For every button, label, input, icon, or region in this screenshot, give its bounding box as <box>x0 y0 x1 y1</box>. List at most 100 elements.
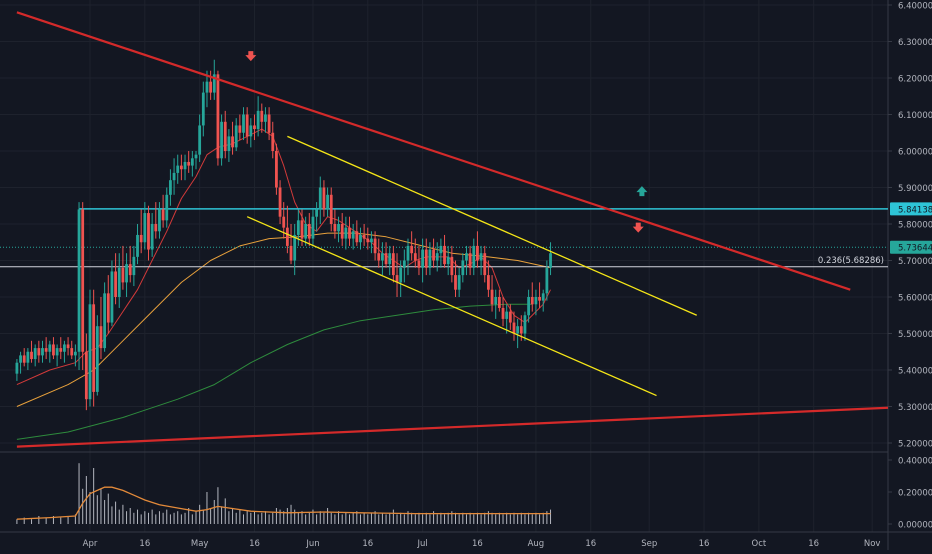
candle <box>399 260 403 297</box>
candle <box>147 205 150 261</box>
candle <box>534 289 538 316</box>
candle <box>52 337 55 360</box>
candle <box>432 238 435 268</box>
candle <box>340 213 344 246</box>
candle-body <box>22 355 26 363</box>
candle-body <box>538 297 541 301</box>
candle <box>494 289 498 319</box>
candle <box>99 297 103 360</box>
candle-body <box>487 275 490 290</box>
candle-body <box>136 234 139 257</box>
candle-body <box>52 344 55 356</box>
candle-body <box>275 151 278 188</box>
candle-body <box>154 224 158 232</box>
candle-body <box>179 165 183 170</box>
candle-body <box>359 234 362 243</box>
candle-body <box>439 245 443 254</box>
candle-body <box>410 245 414 254</box>
candle-body <box>395 275 399 283</box>
candle-body <box>125 264 128 283</box>
candle-body <box>391 253 395 276</box>
candle <box>479 245 483 276</box>
candle <box>501 297 505 327</box>
candle <box>205 70 209 108</box>
candle <box>48 340 52 363</box>
candle <box>289 224 293 265</box>
candle <box>435 242 439 272</box>
candle-body <box>304 224 308 239</box>
candle <box>516 318 520 349</box>
candle <box>158 202 161 239</box>
candle-body <box>59 348 63 352</box>
candle <box>220 114 223 166</box>
candle <box>190 151 194 177</box>
candle-body <box>158 209 161 232</box>
candle <box>424 238 428 276</box>
candle <box>472 238 476 276</box>
candle-body <box>417 260 421 268</box>
candle <box>77 202 81 370</box>
candle-body <box>176 165 180 173</box>
volume-tick-label: 0.40000 <box>898 457 932 467</box>
candle-body <box>99 326 103 349</box>
candle <box>260 103 264 133</box>
candle <box>337 216 340 243</box>
candle <box>454 260 457 297</box>
candle-body <box>169 180 172 195</box>
candle-body <box>242 114 245 133</box>
candle-body <box>161 209 165 221</box>
candle <box>450 245 454 283</box>
candle-body <box>307 224 311 239</box>
candle-body <box>501 307 505 319</box>
candle-body <box>490 289 494 305</box>
candle <box>428 242 432 276</box>
candle <box>362 224 366 246</box>
candle-body <box>212 74 216 93</box>
candle-body <box>373 238 377 254</box>
candle <box>487 260 490 297</box>
candle-body <box>479 253 483 261</box>
candle-body <box>264 114 267 122</box>
trendline <box>16 406 888 448</box>
candle-body <box>150 224 154 250</box>
candle <box>41 340 44 363</box>
candle-body <box>508 311 512 323</box>
candle <box>242 107 245 141</box>
time-tick-label: Apr <box>83 539 98 549</box>
price-tick-label: 5.90000 <box>898 184 932 194</box>
price-tick-label: 6.30000 <box>898 38 932 48</box>
candle <box>348 216 351 246</box>
candle-body <box>344 227 348 239</box>
candle-body <box>454 275 457 290</box>
candle-body <box>381 253 384 261</box>
price-axis-label: 5.73644 <box>898 244 932 254</box>
candle-body <box>322 187 326 210</box>
volume-pane <box>16 463 552 524</box>
candle <box>26 348 30 370</box>
candle-body <box>44 348 48 352</box>
time-tick-label: 16 <box>699 539 710 549</box>
candle <box>300 209 304 246</box>
candle-body <box>366 238 370 243</box>
candle-body <box>70 348 74 356</box>
candle <box>55 344 59 367</box>
time-tick-label: 16 <box>362 539 373 549</box>
candle <box>541 289 545 312</box>
candle-body <box>84 351 88 400</box>
candle <box>545 260 549 301</box>
candle-body <box>260 110 264 122</box>
candle-body <box>530 297 534 305</box>
time-tick-label: 16 <box>249 539 260 549</box>
candle <box>92 289 96 407</box>
candle <box>359 227 362 250</box>
candle <box>121 245 125 290</box>
price-tick-label: 6.20000 <box>898 75 932 85</box>
candle-body <box>245 114 249 137</box>
candle-body <box>114 271 117 297</box>
candle-body <box>296 220 300 235</box>
candle <box>395 253 399 297</box>
candle <box>209 70 213 100</box>
price-tick-label: 5.70000 <box>898 257 932 267</box>
